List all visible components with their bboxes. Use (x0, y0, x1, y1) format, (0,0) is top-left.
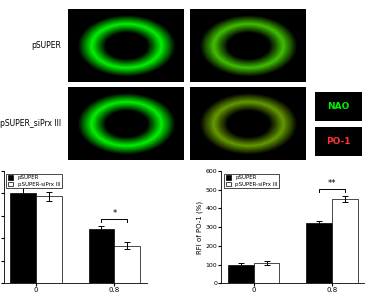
Y-axis label: RFI of PO-1 (%): RFI of PO-1 (%) (196, 201, 202, 254)
Bar (114, 246, 140, 283)
Text: *: * (112, 209, 117, 218)
Bar (315, 92, 362, 121)
Text: pSUPER_siPrx III: pSUPER_siPrx III (0, 119, 61, 128)
Bar (315, 127, 362, 156)
Text: **: ** (328, 179, 336, 188)
Legend: pSUPER, pSUPER-siPrx III: pSUPER, pSUPER-siPrx III (224, 174, 279, 188)
Bar (254, 263, 279, 283)
Bar (306, 223, 332, 283)
Legend: pSUPER, pSUPER-siPrx III: pSUPER, pSUPER-siPrx III (7, 174, 62, 188)
Bar (10, 193, 36, 283)
Bar (332, 199, 358, 283)
Bar (228, 265, 254, 283)
Text: pSUPER: pSUPER (32, 41, 61, 50)
Bar (36, 196, 62, 283)
Text: NAO: NAO (327, 102, 350, 111)
Text: PO-1: PO-1 (326, 137, 351, 146)
Bar (89, 229, 114, 283)
